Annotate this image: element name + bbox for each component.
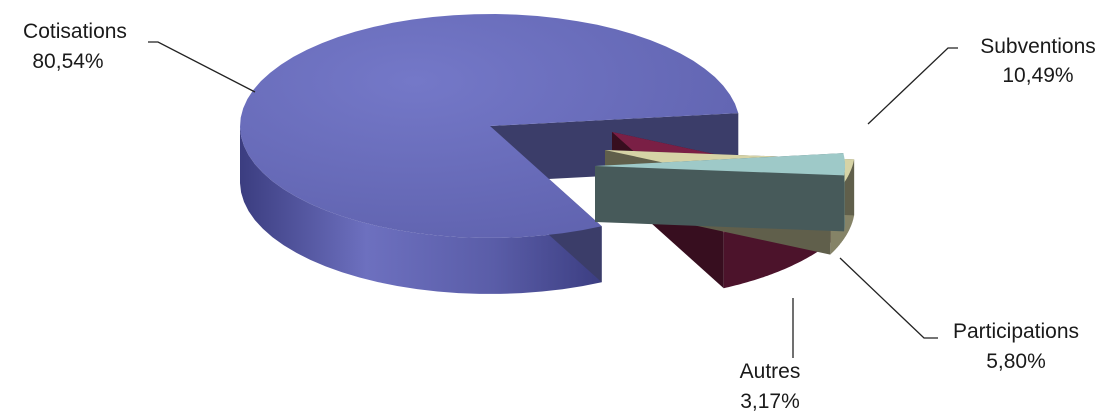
slice-side-cotisations [240,127,602,294]
label-cotisations-value: 80,54% [32,50,103,73]
slice-wall-autres [595,166,845,232]
slice-top-autres [595,153,845,176]
leader-cotisations [148,41,256,93]
label-subventions-name: Subventions [980,35,1096,58]
slice-autres [595,153,845,232]
leader-lines [148,41,958,358]
leader-subventions [867,47,958,125]
label-participations-name: Participations [953,320,1079,343]
label-subventions-value: 10,49% [1002,64,1073,87]
slice-side-autres [844,160,845,232]
label-autres-name: Autres [740,360,801,383]
label-cotisations-name: Cotisations [23,20,127,43]
slice-top-cotisations [240,14,739,238]
leader-participations [839,257,938,339]
label-participations-value: 5,80% [986,350,1046,373]
label-autres-value: 3,17% [740,390,800,413]
